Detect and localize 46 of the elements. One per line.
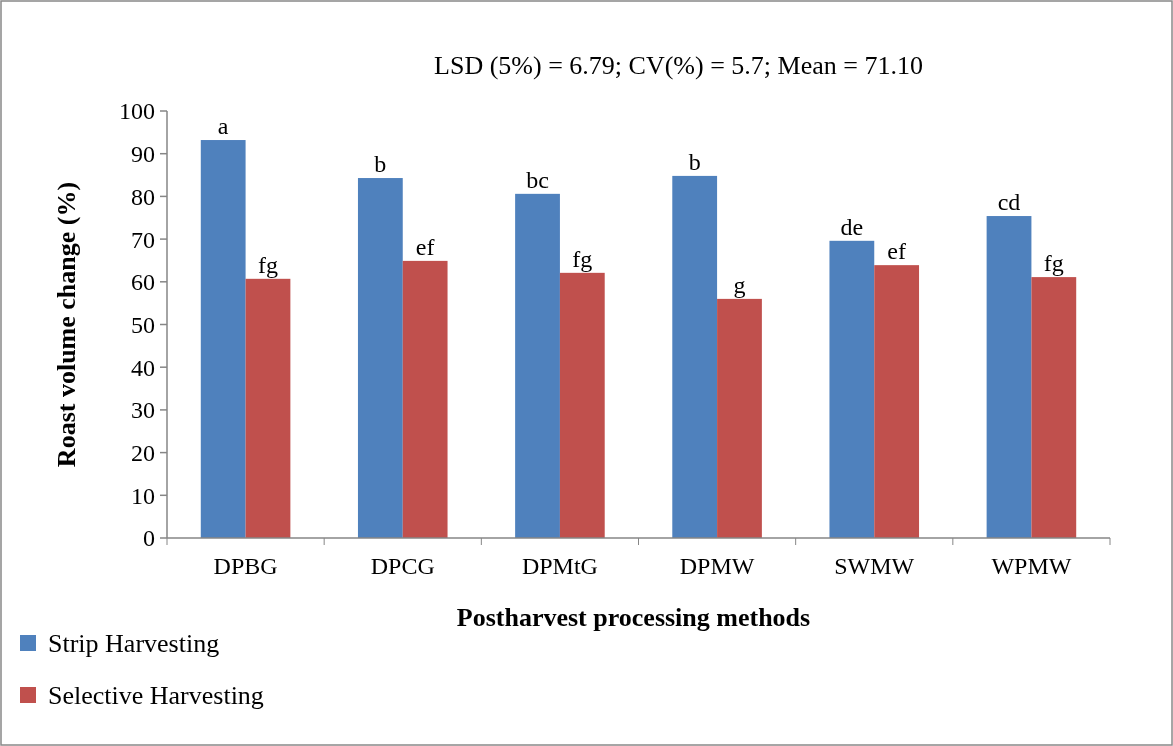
bar xyxy=(874,265,920,538)
data-label: fg xyxy=(1043,250,1064,277)
y-tick-label: 10 xyxy=(131,482,155,509)
x-tick-label: DPBG xyxy=(213,553,278,579)
bar xyxy=(672,175,718,538)
y-tick-label: 50 xyxy=(131,311,155,338)
y-tick-label: 60 xyxy=(131,269,155,296)
bar xyxy=(200,140,246,538)
data-label: b xyxy=(374,151,387,178)
bar xyxy=(402,260,448,538)
bar xyxy=(245,278,291,538)
y-tick-label: 70 xyxy=(131,226,155,253)
x-tick-label: WPMW xyxy=(991,553,1072,579)
data-label: ef xyxy=(887,238,906,265)
legend-label: Selective Harvesting xyxy=(48,681,264,711)
bar xyxy=(829,240,875,538)
y-tick-label: 0 xyxy=(143,525,155,552)
data-label: ef xyxy=(415,233,435,260)
data-label: a xyxy=(217,113,229,140)
bar xyxy=(717,298,762,538)
bar xyxy=(357,178,403,538)
x-tick-label: DPMW xyxy=(679,553,755,579)
data-label: fg xyxy=(257,251,278,278)
data-label: g xyxy=(733,271,746,298)
y-tick-label: 40 xyxy=(131,354,155,381)
data-label: b xyxy=(688,148,701,175)
data-label: bc xyxy=(526,166,549,193)
legend-label: Strip Harvesting xyxy=(48,629,220,659)
y-tick-label: 20 xyxy=(131,440,155,466)
y-tick-label: 30 xyxy=(131,397,155,424)
bar xyxy=(986,216,1032,538)
x-tick-label: SWMW xyxy=(834,553,915,579)
x-axis-title: Postharvest processing methods xyxy=(456,603,811,632)
bar xyxy=(559,272,605,538)
bar xyxy=(515,193,560,538)
x-tick-label: DPCG xyxy=(370,553,435,579)
y-tick-label: 100 xyxy=(119,98,155,125)
y-axis-title: Roast volume change (%) xyxy=(52,181,81,468)
y-tick-label: 80 xyxy=(131,183,155,210)
data-label: cd xyxy=(997,189,1021,216)
y-tick-label: 90 xyxy=(131,141,155,168)
chart-title: LSD (5%) = 6.79; CV(%) = 5.7; Mean = 71.10 xyxy=(434,51,923,80)
data-label: fg xyxy=(572,245,593,272)
bar xyxy=(1031,277,1077,538)
x-tick-label: DPMtG xyxy=(521,553,598,579)
data-label: de xyxy=(840,213,864,240)
